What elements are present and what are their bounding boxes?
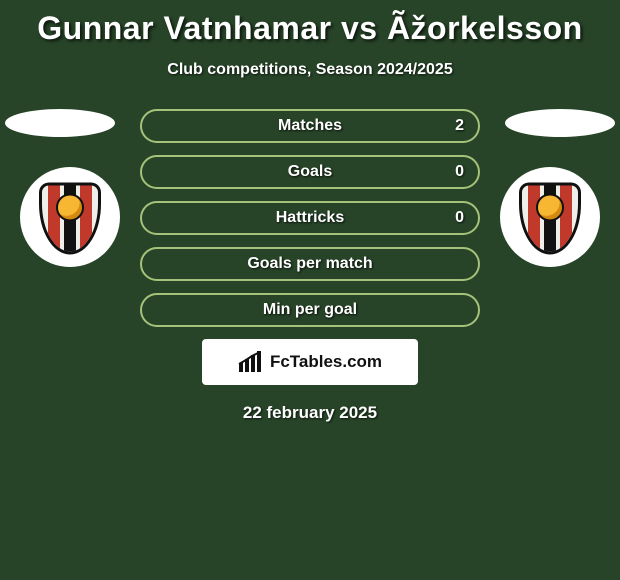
player-left-ellipse	[5, 109, 115, 137]
stat-label: Goals per match	[142, 255, 478, 273]
stat-row-goals: Goals 0	[140, 155, 480, 189]
comparison-stage: Matches 2 Goals 0 Hattricks 0 Goals per …	[0, 109, 620, 423]
stat-row-hattricks: Hattricks 0	[140, 201, 480, 235]
page-subtitle: Club competitions, Season 2024/2025	[0, 61, 620, 79]
player-right-ellipse	[505, 109, 615, 137]
brand-box: FcTables.com	[202, 339, 418, 385]
stat-row-gpm: Goals per match	[140, 247, 480, 281]
stat-row-mpg: Min per goal	[140, 293, 480, 327]
stat-value: 0	[455, 209, 464, 227]
stat-rows: Matches 2 Goals 0 Hattricks 0 Goals per …	[140, 109, 480, 327]
stat-row-matches: Matches 2	[140, 109, 480, 143]
brand-bars-icon	[238, 351, 264, 373]
brand-text: FcTables.com	[270, 352, 382, 372]
stat-label: Matches	[142, 117, 478, 135]
date-text: 22 february 2025	[0, 403, 620, 423]
stat-value: 0	[455, 163, 464, 181]
club-crest-right	[500, 167, 600, 267]
stat-value: 2	[455, 117, 464, 135]
stat-label: Hattricks	[142, 209, 478, 227]
stat-label: Goals	[142, 163, 478, 181]
club-crest-left	[20, 167, 120, 267]
page-title: Gunnar Vatnhamar vs Ãžorkelsson	[0, 0, 620, 47]
stat-label: Min per goal	[142, 301, 478, 319]
